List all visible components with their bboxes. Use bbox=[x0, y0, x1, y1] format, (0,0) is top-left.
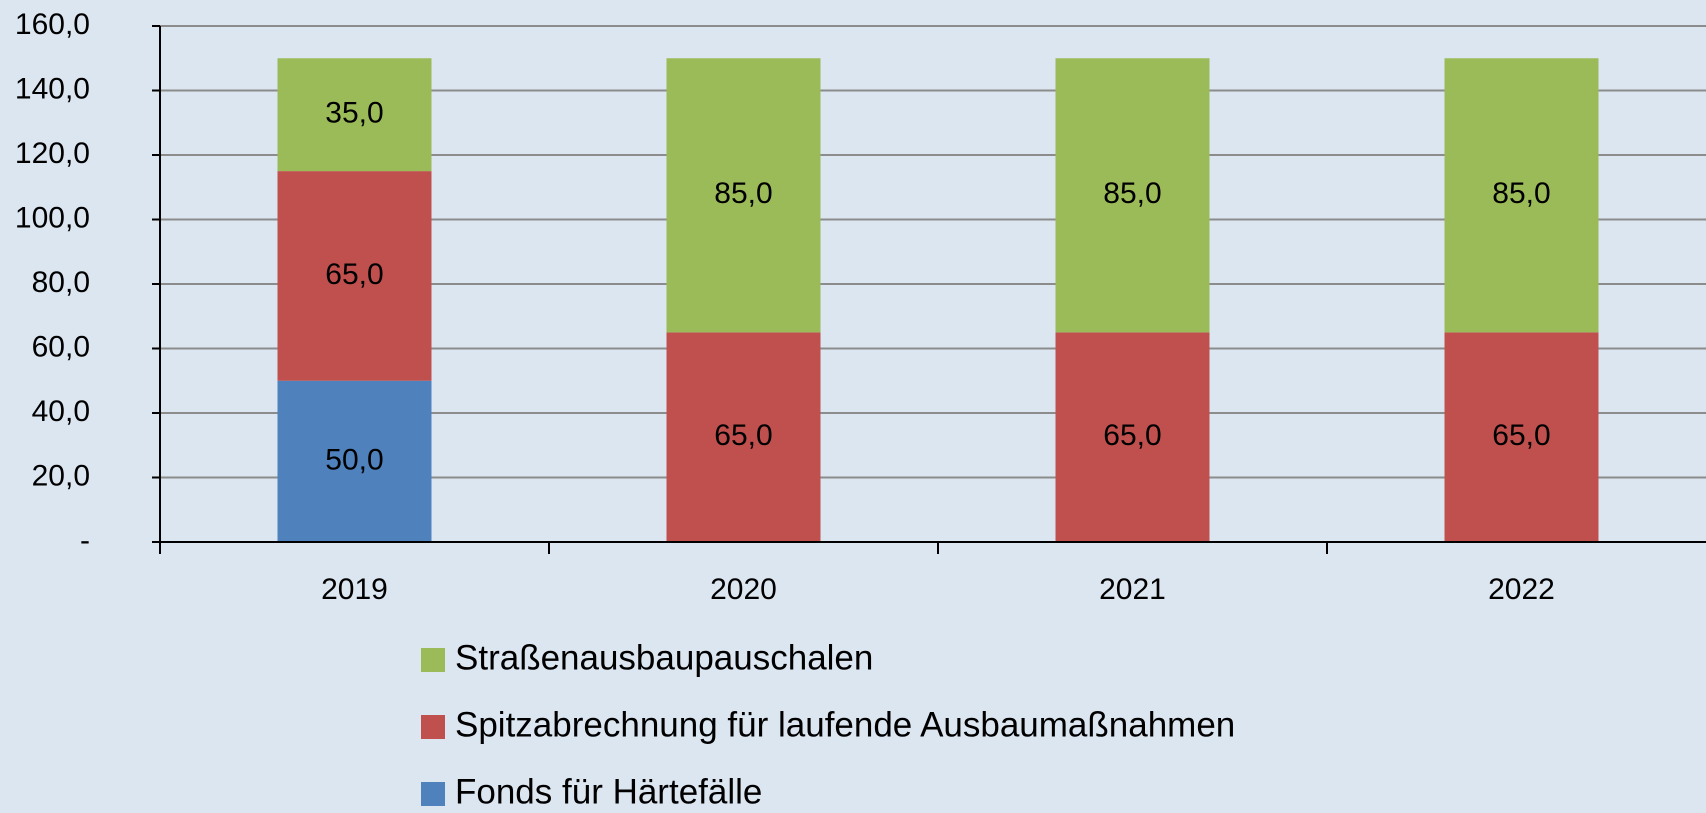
y-tick-label: 140,0 bbox=[15, 72, 90, 105]
legend-label: Fonds für Härtefälle bbox=[455, 772, 762, 811]
bar-segment bbox=[277, 380, 432, 542]
value-label: 65,0 bbox=[714, 419, 772, 452]
y-tick-label: - bbox=[80, 524, 90, 557]
value-label: 65,0 bbox=[1103, 419, 1161, 452]
x-tick-label: 2020 bbox=[710, 573, 777, 606]
y-tick-label: 20,0 bbox=[32, 459, 90, 492]
value-label: 35,0 bbox=[325, 97, 383, 130]
bar-segment bbox=[277, 58, 432, 172]
value-label: 85,0 bbox=[1103, 177, 1161, 210]
bar-segment bbox=[666, 58, 821, 333]
value-label: 65,0 bbox=[1492, 419, 1550, 452]
bar-segment bbox=[1055, 58, 1210, 333]
x-tick-label: 2019 bbox=[321, 573, 388, 606]
bar-segment bbox=[1444, 58, 1599, 333]
legend-label: Spitzabrechnung für laufende Ausbaumaßna… bbox=[455, 705, 1235, 744]
legend-label: Straßenausbaupauschalen bbox=[455, 638, 873, 677]
bar-segment bbox=[1444, 332, 1599, 542]
legend-swatch bbox=[421, 715, 445, 739]
y-tick-label: 120,0 bbox=[15, 137, 90, 170]
y-tick-label: 60,0 bbox=[32, 330, 90, 363]
legend-swatch bbox=[421, 648, 445, 672]
y-tick-label: 80,0 bbox=[32, 266, 90, 299]
value-label: 85,0 bbox=[1492, 177, 1550, 210]
value-label: 85,0 bbox=[714, 177, 772, 210]
y-tick-label: 100,0 bbox=[15, 201, 90, 234]
bar-segment bbox=[277, 171, 432, 381]
bar-segment bbox=[666, 332, 821, 542]
y-tick-label: 160,0 bbox=[15, 8, 90, 41]
value-label: 50,0 bbox=[325, 443, 383, 476]
legend-swatch bbox=[421, 782, 445, 806]
x-tick-label: 2022 bbox=[1488, 573, 1555, 606]
bar-segment bbox=[1055, 332, 1210, 542]
y-tick-label: 40,0 bbox=[32, 395, 90, 428]
value-label: 65,0 bbox=[325, 258, 383, 291]
x-tick-label: 2021 bbox=[1099, 573, 1166, 606]
